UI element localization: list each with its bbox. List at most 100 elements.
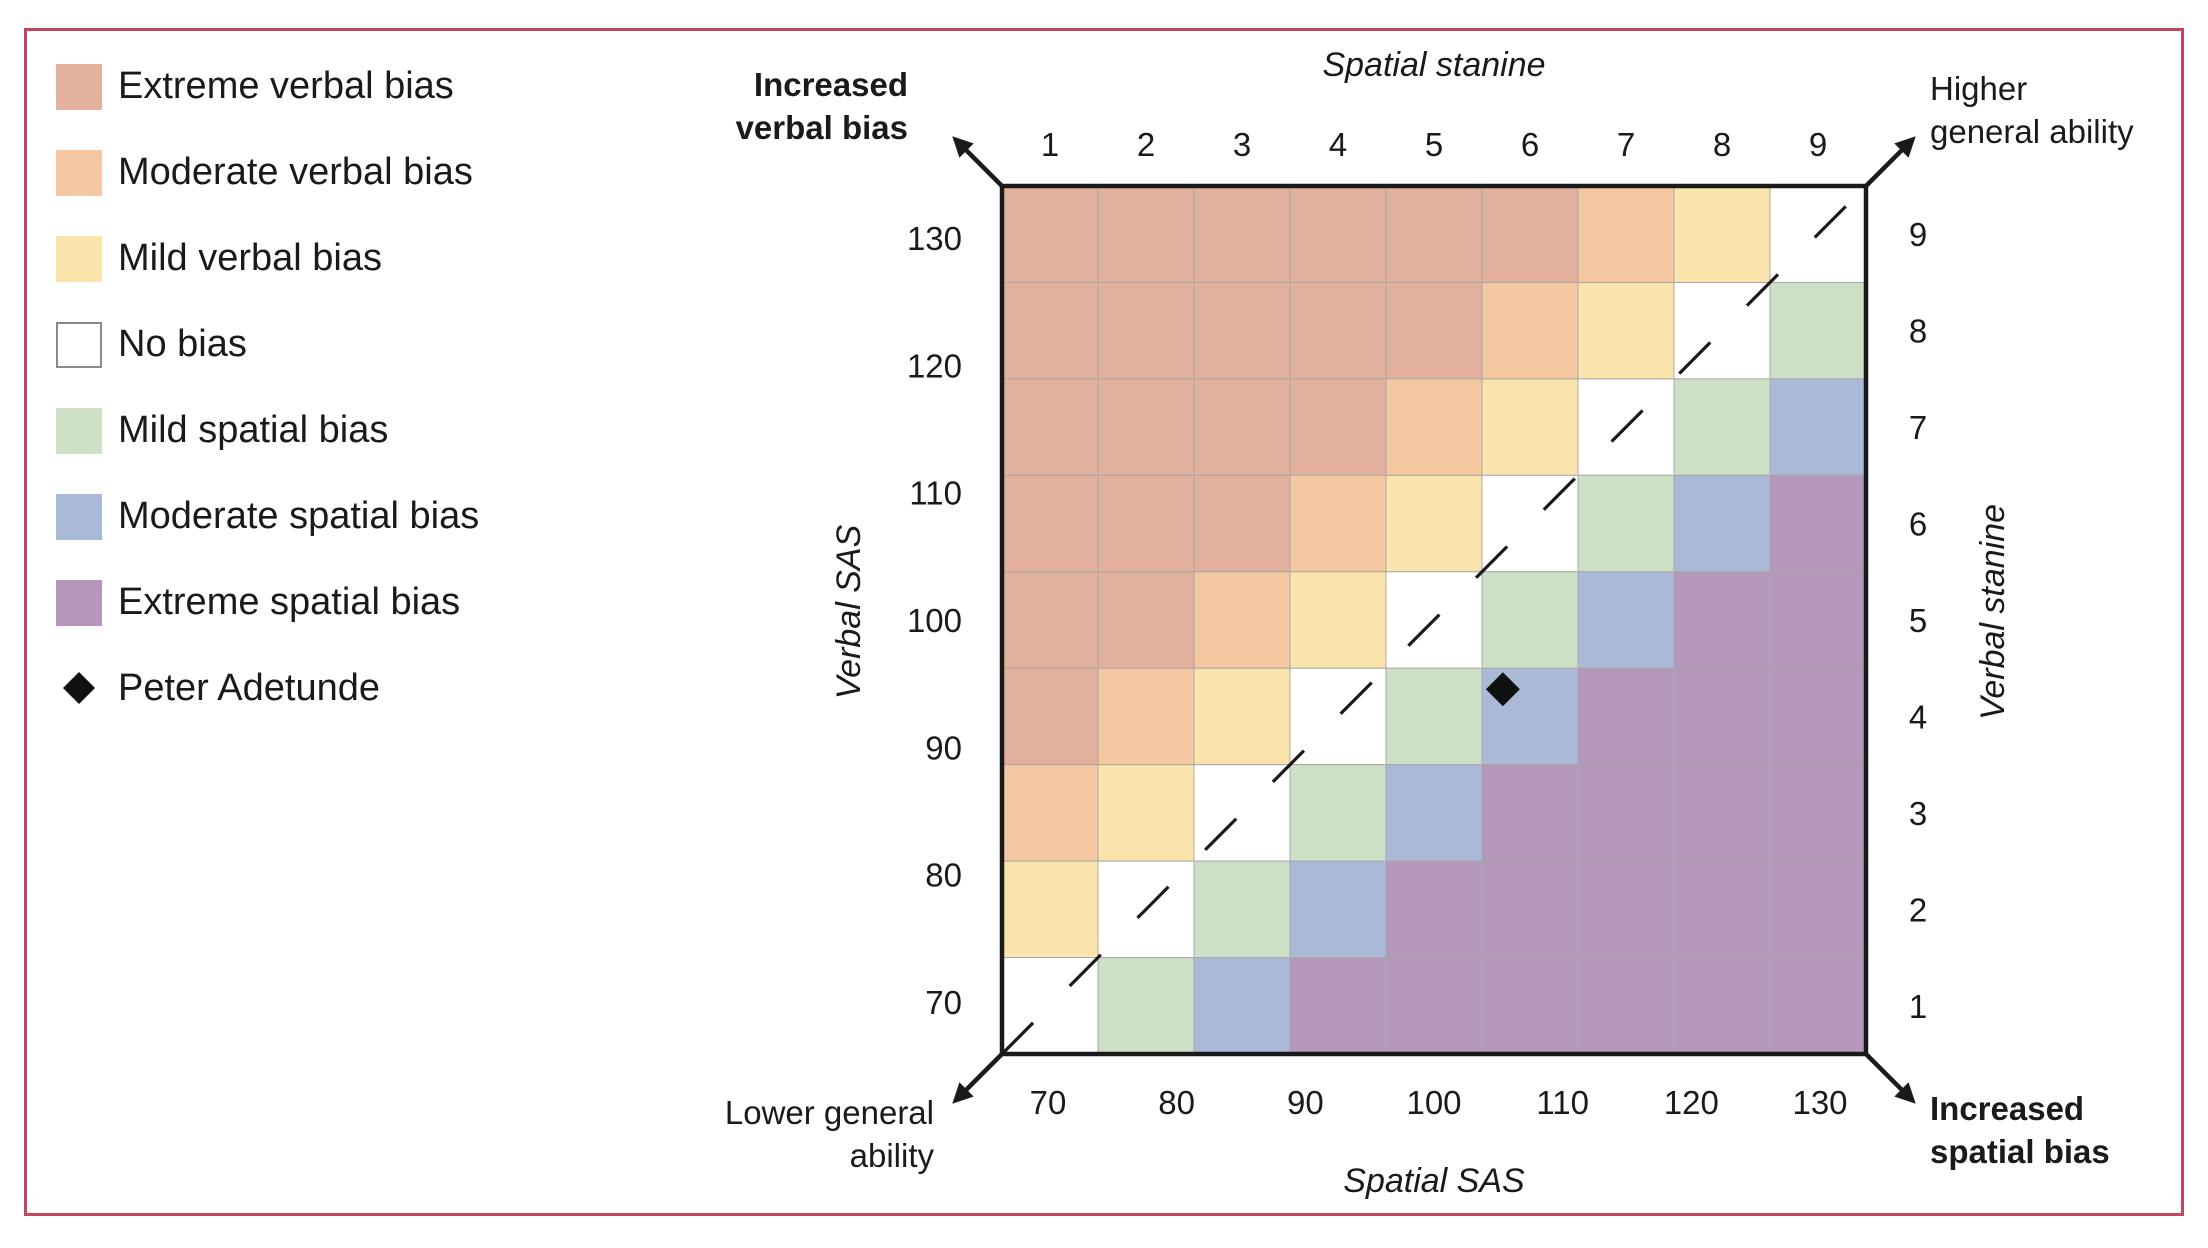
- data-points: [1485, 672, 1520, 707]
- heatmap-cell: [1385, 667, 1483, 766]
- heatmap-cell: [1577, 281, 1675, 380]
- heatmap-cell: [1577, 571, 1675, 669]
- legend-swatch: [56, 408, 102, 454]
- legend-swatch: [56, 236, 102, 282]
- heatmap-cell: [1001, 378, 1099, 476]
- corner-arrows: [952, 136, 1916, 1104]
- legend-swatch: [56, 322, 102, 368]
- y2-tick-label: 2: [1909, 891, 1927, 928]
- x2-tick-label: 7: [1617, 126, 1635, 163]
- heatmap-cell: [1289, 571, 1387, 669]
- heatmap-cell: [1097, 474, 1195, 573]
- diagonal-line: [1000, 184, 1868, 1056]
- heatmap-cell: [1385, 860, 1483, 959]
- heatmap-cell: [1385, 281, 1483, 380]
- legend-item: Moderate verbal bias: [56, 148, 616, 198]
- heatmap-cell: [1481, 957, 1579, 1055]
- corner-label-top-right: Higher: [1930, 70, 2027, 107]
- x-tick-label: 100: [1406, 1084, 1461, 1121]
- legend-label: Extreme spatial bias: [118, 581, 461, 623]
- heatmap-cell: [1001, 667, 1099, 766]
- tick-labels: 1 2 3 4 5 6 7 8 9 9 8 7 6 5 4 3 2 1 70 80 90 100 110 120 130 130 1…: [907, 126, 1927, 1121]
- heatmap-cell: [1673, 957, 1771, 1055]
- y2-tick-label: 1: [1909, 988, 1927, 1025]
- heatmap-cell: [1001, 860, 1099, 959]
- corner-label-bottom-left: Lower general: [725, 1094, 934, 1131]
- x-tick-label: 130: [1792, 1084, 1847, 1121]
- legend-label: Extreme verbal bias: [118, 65, 454, 107]
- heatmap-cell: [1673, 474, 1771, 573]
- legend-swatch: [56, 64, 102, 110]
- x2-tick-label: 3: [1233, 126, 1251, 163]
- x2-tick-label: 5: [1425, 126, 1443, 163]
- plot-border-rect: [999, 183, 1869, 1057]
- heatmap-cell: [1289, 378, 1387, 476]
- y-tick-label: 110: [909, 475, 962, 512]
- y2-tick-label: 7: [1909, 409, 1927, 446]
- corner-label-bottom-right: spatial bias: [1930, 1133, 2110, 1170]
- heatmap-cell: [1001, 474, 1099, 573]
- x-tick-label: 110: [1536, 1084, 1589, 1121]
- legend-label: Peter Adetunde: [118, 667, 380, 709]
- heatmap-cell: [1097, 185, 1195, 283]
- y-tick-label: 120: [907, 347, 962, 384]
- heatmap-cell: [1769, 571, 1867, 669]
- diagonal-dashed-line: [1000, 184, 1868, 1056]
- heatmap-cell: [1481, 185, 1579, 283]
- x2-axis-title: Spatial stanine: [1322, 46, 1545, 84]
- legend-item: Mild verbal bias: [56, 234, 616, 284]
- heatmap-cell: [1481, 281, 1579, 380]
- heatmap-cell: [1577, 860, 1675, 959]
- legend-label: No bias: [118, 323, 247, 365]
- heatmap-cell: [1289, 474, 1387, 573]
- heatmap-cell: [1769, 957, 1867, 1055]
- heatmap-cell: [1769, 281, 1867, 380]
- heatmap-cell: [1193, 378, 1291, 476]
- figure-frame: [24, 28, 2184, 1216]
- data-point-diamond: [1485, 672, 1520, 707]
- corner-label-bottom-right: Increased: [1930, 1090, 2084, 1127]
- y-tick-label: 100: [907, 602, 962, 639]
- x2-tick-label: 6: [1521, 126, 1539, 163]
- legend-label: Moderate verbal bias: [118, 151, 473, 193]
- heatmap-cell: [1385, 378, 1483, 476]
- x2-tick-label: 9: [1809, 126, 1827, 163]
- heatmap-cell: [1385, 474, 1483, 573]
- corner-label-top-left: verbal bias: [736, 109, 908, 146]
- axis-labels: Spatial stanine Spatial SAS Verbal SAS Verb…: [830, 46, 2012, 1200]
- diamond-marker-icon: [63, 672, 95, 704]
- heatmap-cell: [1193, 957, 1291, 1055]
- y2-axis-title: Verbal stanine: [1974, 504, 2012, 720]
- y2-tick-label: 3: [1909, 795, 1927, 832]
- heatmap-cell: [1769, 378, 1867, 476]
- corner-arrow: [952, 1052, 1004, 1104]
- heatmap-cell: [1481, 571, 1579, 669]
- y-tick-label: 90: [925, 729, 962, 766]
- legend-label: Moderate spatial bias: [118, 495, 480, 537]
- heatmap-cell: [1577, 764, 1675, 862]
- y-axis-title: Verbal SAS: [830, 524, 868, 699]
- heatmap-cell: [1097, 281, 1195, 380]
- heatmap-cell: [1193, 281, 1291, 380]
- y2-tick-label: 4: [1909, 698, 1927, 735]
- legend-label: Mild verbal bias: [118, 237, 382, 279]
- legend-item: Mild spatial bias: [56, 406, 616, 456]
- corner-label-bottom-left: ability: [850, 1137, 935, 1174]
- heatmap-cell: [1001, 185, 1099, 283]
- legend-swatch: [56, 494, 102, 540]
- heatmap-cell: [1097, 764, 1195, 862]
- x-tick-label: 70: [1030, 1084, 1067, 1121]
- heatmap-cell: [1673, 571, 1771, 669]
- legend-item: Moderate spatial bias: [56, 492, 616, 542]
- heatmap-cell: [1481, 860, 1579, 959]
- heatmap-cell: [1193, 667, 1291, 766]
- heatmap-cell: [1673, 764, 1771, 862]
- x-tick-label: 120: [1664, 1084, 1719, 1121]
- heatmap-cell: [1769, 860, 1867, 959]
- y-tick-label: 70: [925, 984, 962, 1021]
- heatmap-cell: [1193, 860, 1291, 959]
- plot-border: [999, 183, 1869, 1057]
- heatmap-cell: [1673, 667, 1771, 766]
- heatmap-cell: [1097, 957, 1195, 1055]
